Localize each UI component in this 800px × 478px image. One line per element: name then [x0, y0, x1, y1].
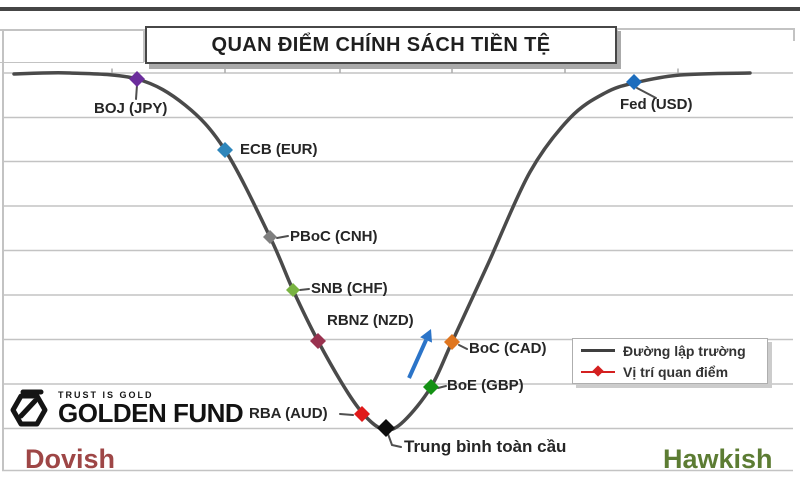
label-connector: [276, 235, 289, 239]
chart-point-label: BoC (CAD): [469, 340, 547, 357]
plot-left-border: [2, 29, 4, 470]
upward-trend-arrow: [407, 339, 428, 379]
top-border-line: [0, 7, 800, 11]
label-connector: [299, 288, 310, 291]
hawkish-axis-label: Hawkish: [663, 444, 773, 474]
chart-point-marker: [286, 283, 300, 297]
brand-text: TRUST IS GOLD GOLDEN FUND: [58, 390, 244, 429]
chart-point-label: BOJ (JPY): [94, 100, 168, 117]
legend-marker-swatch: [581, 364, 615, 377]
chart-title: QUAN ĐIỂM CHÍNH SÁCH TIỀN TỆ: [211, 33, 551, 56]
label-connector: [437, 385, 447, 389]
border-line: [143, 29, 145, 62]
chart-point-label: RBNZ (NZD): [327, 312, 414, 329]
chart-point-marker: [626, 74, 642, 90]
chart-point-marker: [423, 379, 439, 395]
chart-point-marker: [129, 71, 145, 87]
legend-line-label: Đường lập trường: [623, 342, 746, 359]
label-connector: [135, 84, 138, 100]
legend: Đường lập trường Vị trí quan điểm: [572, 338, 768, 384]
legend-line-swatch: [581, 349, 615, 352]
border-line: [0, 61, 144, 63]
chart-point-label: Trung bình toàn cầu: [404, 437, 567, 456]
golden-fund-hexagon-icon: [10, 389, 48, 427]
chart-point-label: PBoC (CNH): [290, 228, 378, 245]
legend-marker-label: Vị trí quan điểm: [623, 363, 729, 380]
legend-row-marker: Vị trí quan điểm: [573, 363, 767, 380]
dovish-axis-label: Dovish: [25, 444, 116, 474]
label-connector: [387, 433, 402, 448]
label-connector: [339, 413, 354, 416]
chart-point-label: ECB (EUR): [240, 141, 318, 158]
chart-point-marker: [354, 406, 370, 422]
border-line: [0, 29, 145, 31]
label-connector: [458, 344, 468, 350]
diamond-marker-icon: [592, 364, 604, 377]
chart-point-label: BoE (GBP): [447, 377, 524, 394]
golden-fund-logo: TRUST IS GOLD GOLDEN FUND: [8, 388, 244, 430]
arrow-head-icon: [420, 329, 433, 343]
chart-point-label: Fed (USD): [620, 96, 693, 113]
chart-title-box: QUAN ĐIỂM CHÍNH SÁCH TIỀN TỆ: [145, 26, 617, 64]
stance-line-icon: [581, 349, 615, 352]
legend-row-line: Đường lập trường: [573, 342, 767, 359]
border-line: [616, 28, 795, 30]
brand-name: GOLDEN FUND: [58, 398, 244, 429]
chart-point-label: SNB (CHF): [311, 280, 388, 297]
chart-point-marker: [310, 333, 326, 349]
chart-point-marker: [217, 142, 233, 158]
chart-point-marker: [377, 419, 395, 437]
chart-point-label: RBA (AUD): [249, 405, 328, 422]
chart-point-marker: [444, 334, 460, 350]
border-line: [793, 28, 795, 41]
chart-point-marker: [263, 230, 277, 244]
